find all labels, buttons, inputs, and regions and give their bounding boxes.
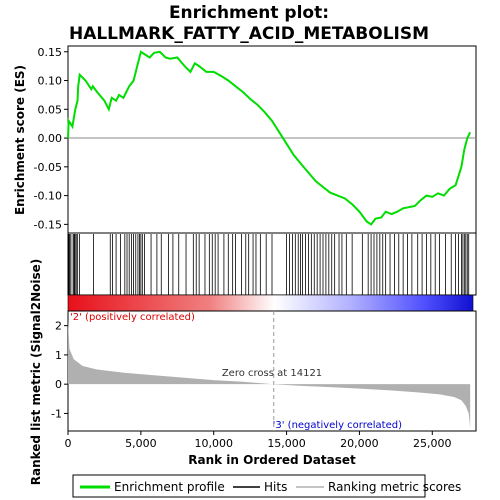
es-y-tick-label: 0.05 [38,103,63,116]
es-panel-frame [67,45,477,234]
metric-y-tick-label: 2 [55,320,62,333]
legend-box [72,474,426,498]
ranking-color-bar [67,294,474,312]
es-y-axis-label: Enrichment score (ES) [13,65,27,215]
es-y-tick-label: -0.05 [34,161,62,174]
chart-title-line1: Enrichment plot: [169,3,329,23]
hit-markers [68,234,470,295]
enrichment-profile-line [67,50,472,226]
metric-y-ticks: 2 1 0 -1 [51,320,68,420]
x-tick-label: 10,000 [194,437,233,450]
metric-y-tick-label: -1 [51,407,62,420]
legend-enrichment-label: Enrichment profile [114,480,225,494]
chart-title-line2: HALLMARK_FATTY_ACID_METABOLISM [69,24,429,44]
positive-correlation-label: '2' (positively correlated) [70,312,195,323]
x-tick-label: 20,000 [340,437,379,450]
x-tick-label: 25,000 [413,437,452,450]
metric-y-tick-label: 1 [55,349,62,362]
x-tick-label: 0 [65,437,72,450]
x-tick-label: 15,000 [267,437,306,450]
metric-y-tick-label: 0 [55,378,62,391]
es-y-tick-label: -0.15 [34,218,62,231]
es-y-tick-label: 0.15 [38,46,63,59]
negative-correlation-label: '3' (negatively correlated) [273,420,402,431]
x-tick-label: 5,000 [125,437,157,450]
es-y-tick-label: -0.10 [34,190,62,203]
metric-y-axis-label: Ranked list metric (Signal2Noise) [29,259,43,486]
x-axis-label: Rank in Ordered Dataset [188,453,356,467]
es-y-tick-label: 0.00 [38,132,63,145]
es-y-tick-label: 0.10 [38,75,63,88]
legend-hits-label: Hits [264,480,287,494]
es-y-ticks: 0.15 0.10 0.05 0.00 -0.05 -0.10 -0.15 [34,46,68,231]
zero-cross-label: Zero cross at 14121 [222,368,322,379]
metric-panel-frame [67,310,477,432]
legend-ranking-label: Ranking metric scores [328,480,461,494]
x-axis-ticks: 0 5,000 10,000 15,000 20,000 25,000 [65,431,452,450]
